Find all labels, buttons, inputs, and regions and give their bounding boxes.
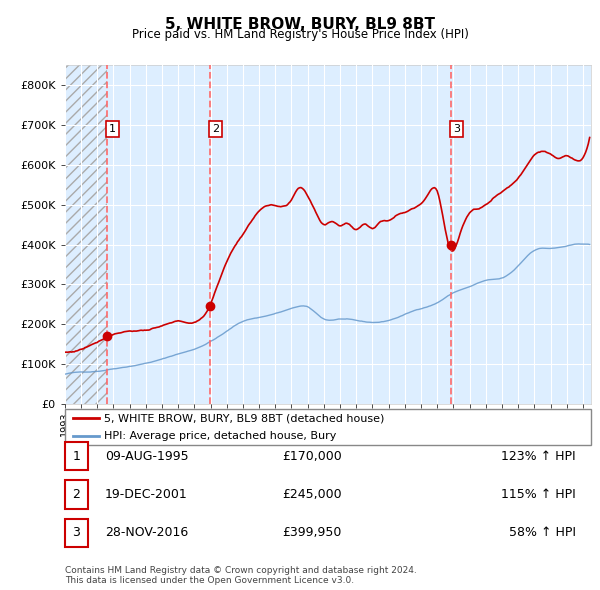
Text: 1: 1 [72, 450, 80, 463]
Text: 19-DEC-2001: 19-DEC-2001 [105, 488, 188, 501]
Text: 2: 2 [212, 124, 220, 134]
Text: £245,000: £245,000 [282, 488, 341, 501]
Text: Contains HM Land Registry data © Crown copyright and database right 2024.
This d: Contains HM Land Registry data © Crown c… [65, 566, 416, 585]
Text: 3: 3 [72, 526, 80, 539]
Text: £170,000: £170,000 [282, 450, 342, 463]
Text: 28-NOV-2016: 28-NOV-2016 [105, 526, 188, 539]
Text: 5, WHITE BROW, BURY, BL9 8BT: 5, WHITE BROW, BURY, BL9 8BT [165, 17, 435, 31]
Text: £399,950: £399,950 [282, 526, 341, 539]
Text: 115% ↑ HPI: 115% ↑ HPI [501, 488, 576, 501]
Text: 3: 3 [453, 124, 460, 134]
Bar [65, 65, 107, 404]
Text: HPI: Average price, detached house, Bury: HPI: Average price, detached house, Bury [104, 431, 337, 441]
Text: 1: 1 [109, 124, 116, 134]
Text: 2: 2 [72, 488, 80, 501]
Text: 5, WHITE BROW, BURY, BL9 8BT (detached house): 5, WHITE BROW, BURY, BL9 8BT (detached h… [104, 413, 385, 423]
Text: 123% ↑ HPI: 123% ↑ HPI [502, 450, 576, 463]
Text: 09-AUG-1995: 09-AUG-1995 [105, 450, 188, 463]
Text: Price paid vs. HM Land Registry's House Price Index (HPI): Price paid vs. HM Land Registry's House … [131, 28, 469, 41]
Text: 58% ↑ HPI: 58% ↑ HPI [509, 526, 576, 539]
